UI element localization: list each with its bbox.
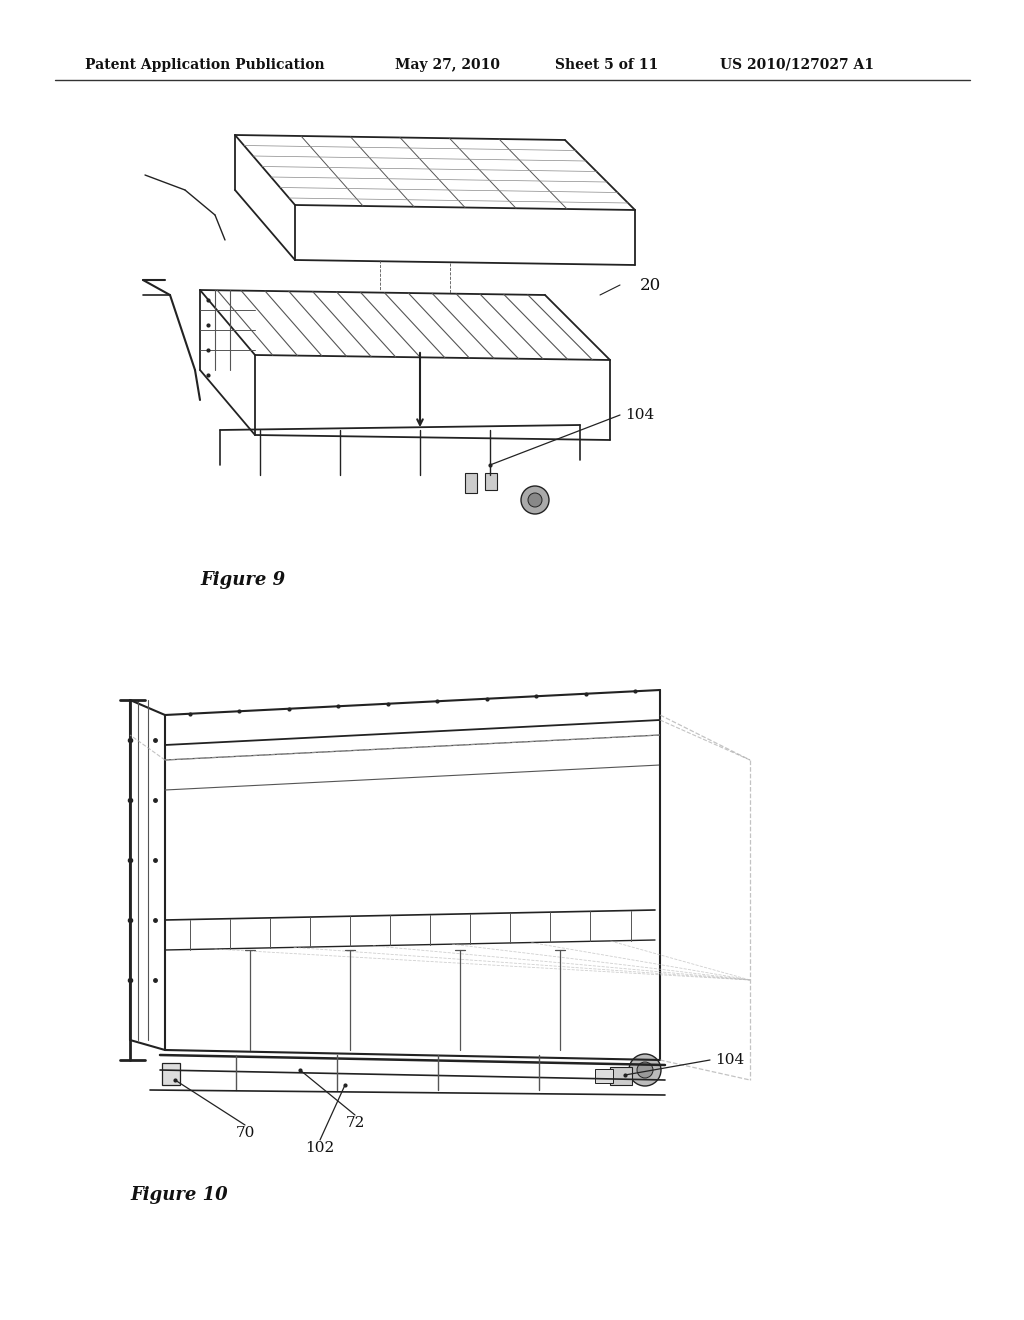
Bar: [485, 473, 497, 490]
Text: 20: 20: [640, 276, 662, 293]
Circle shape: [637, 1063, 653, 1078]
Bar: [465, 473, 477, 492]
Circle shape: [521, 486, 549, 513]
Text: Patent Application Publication: Patent Application Publication: [85, 58, 325, 73]
Text: 102: 102: [305, 1140, 335, 1155]
Bar: [610, 1067, 632, 1085]
Text: US 2010/127027 A1: US 2010/127027 A1: [720, 58, 874, 73]
Circle shape: [528, 492, 542, 507]
Bar: [595, 1069, 613, 1082]
Text: 104: 104: [715, 1053, 744, 1067]
Circle shape: [629, 1053, 662, 1086]
Text: Sheet 5 of 11: Sheet 5 of 11: [555, 58, 658, 73]
Text: Figure 10: Figure 10: [130, 1185, 227, 1204]
Bar: [162, 1063, 180, 1085]
Text: 104: 104: [625, 408, 654, 422]
Text: Figure 9: Figure 9: [200, 572, 285, 589]
Text: May 27, 2010: May 27, 2010: [395, 58, 500, 73]
Text: 70: 70: [236, 1126, 255, 1140]
Text: 72: 72: [345, 1115, 365, 1130]
